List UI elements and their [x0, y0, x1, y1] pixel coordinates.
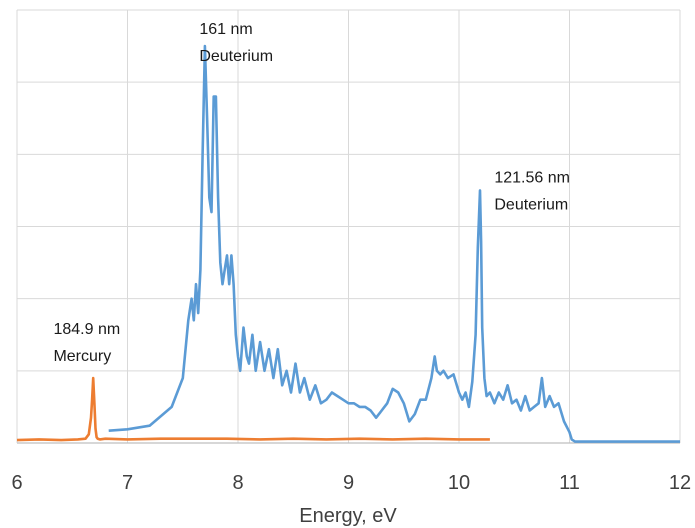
peak-annotation-label: Mercury: [53, 348, 111, 365]
peak-annotation-label: 184.9 nm: [53, 321, 120, 338]
series-lines: [16, 44, 680, 443]
x-tick-label: 8: [232, 472, 243, 494]
x-tick-label: 11: [559, 472, 580, 494]
mercury-spectrum-line: [16, 376, 490, 442]
peak-annotation-label: 121.56 nm: [494, 169, 570, 186]
peak-annotation-label: Deuterium: [199, 48, 273, 65]
x-tick-label: 9: [343, 472, 354, 494]
peak-annotation-label: Deuterium: [494, 196, 568, 213]
x-tick-label: 10: [448, 472, 470, 494]
peak-annotation-label: 161 nm: [199, 21, 252, 38]
peak-annotations: 161 nm Deuterium 121.56 nm Deuterium 184.9 n…: [53, 21, 570, 365]
gridlines: [16, 9, 681, 443]
deuterium-spectrum-line: [108, 44, 680, 443]
x-tick-labels: 6 7 8 9 10 11 12: [11, 472, 691, 494]
x-tick-label: 6: [11, 472, 22, 494]
x-tick-label: 7: [122, 472, 133, 494]
x-axis-label: Energy, eV: [299, 505, 397, 527]
x-tick-label: 12: [669, 472, 691, 494]
